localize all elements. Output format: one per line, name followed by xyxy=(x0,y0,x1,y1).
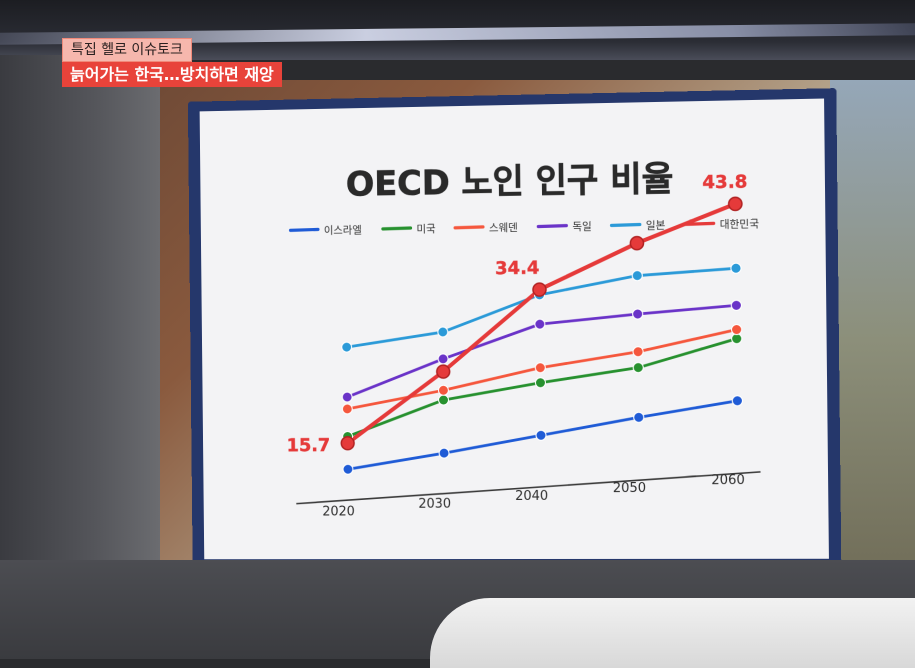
legend-label-israel: 이스라엘 xyxy=(324,223,362,237)
headline-caption: 늙어가는 한국…방치하면 재앙 xyxy=(62,62,282,87)
point-korea-2050 xyxy=(630,237,643,250)
x-tick-2060: 2060 xyxy=(711,473,745,488)
chart-legend: 이스라엘 미국 스웨덴 독일 일본 대한민국 xyxy=(290,217,760,237)
point-israel-2040 xyxy=(534,429,546,441)
data-label-korea-2060: 43.8 xyxy=(702,171,747,193)
point-japan-2030 xyxy=(438,327,448,337)
legend-swatch-usa xyxy=(383,228,411,229)
legend-label-usa: 미국 xyxy=(416,223,436,235)
point-japan-2060 xyxy=(731,263,741,273)
point-sweden-2060 xyxy=(731,324,741,334)
chart-board-screen: OECD 노인 인구 비율 이스라엘 미국 스웨덴 독일 일본 대한민국 2020 2030… xyxy=(199,98,829,560)
anchor-desk xyxy=(430,598,915,668)
data-labels: 15.7 34.4 43.8 xyxy=(286,171,747,457)
point-korea-2030 xyxy=(437,365,450,378)
x-tick-2040: 2040 xyxy=(515,489,548,504)
point-germany-2030 xyxy=(438,354,448,364)
legend-label-germany: 독일 xyxy=(572,220,592,233)
point-korea-2040 xyxy=(531,282,546,297)
chart-title: OECD 노인 인구 비율 xyxy=(346,159,674,204)
x-tick-2050: 2050 xyxy=(613,481,646,496)
point-israel-2060 xyxy=(732,396,742,406)
series-lines xyxy=(345,204,738,469)
line-chart: OECD 노인 인구 비율 이스라엘 미국 스웨덴 독일 일본 대한민국 2020 2030… xyxy=(200,158,829,520)
legend-swatch-germany xyxy=(538,226,566,227)
x-tick-2030: 2030 xyxy=(418,497,451,512)
x-tick-labels: 2020 2030 2040 2050 2060 xyxy=(322,473,745,520)
point-sweden-2030 xyxy=(438,385,448,395)
point-israel-2020 xyxy=(343,464,353,474)
point-japan-2050 xyxy=(632,270,642,280)
legend-swatch-japan xyxy=(612,225,640,226)
point-israel-2030 xyxy=(439,448,449,458)
data-label-korea-2040: 34.4 xyxy=(495,257,540,279)
legend-label-korea: 대한민국 xyxy=(720,218,760,231)
point-sweden-2040 xyxy=(534,361,545,373)
legend-label-sweden: 스웨덴 xyxy=(489,222,518,235)
point-usa-2060 xyxy=(732,334,742,344)
legend-label-japan: 일본 xyxy=(646,218,666,231)
point-usa-2020 xyxy=(343,432,353,442)
point-korea-2060 xyxy=(729,197,742,210)
point-usa-2030 xyxy=(439,395,449,405)
point-germany-2050 xyxy=(633,309,643,319)
chart-board: OECD 노인 인구 비율 이스라엘 미국 스웨덴 독일 일본 대한민국 2020 2030… xyxy=(187,88,842,578)
data-label-korea-2020: 15.7 xyxy=(287,435,331,456)
point-korea-2020 xyxy=(341,437,354,450)
point-usa-2050 xyxy=(633,363,643,373)
point-israel-2050 xyxy=(634,412,644,422)
point-germany-2060 xyxy=(731,300,741,310)
point-sweden-2020 xyxy=(342,404,352,414)
program-caption: 특집 헬로 이슈토크 xyxy=(62,38,192,62)
studio-left-wall xyxy=(0,55,160,659)
point-usa-2040 xyxy=(534,376,546,388)
legend-swatch-israel xyxy=(291,229,318,230)
x-tick-2020: 2020 xyxy=(322,504,355,519)
background-photo-right xyxy=(830,80,915,600)
series-line-japan xyxy=(346,268,737,347)
legend-swatch-sweden xyxy=(455,227,483,228)
point-germany-2040 xyxy=(533,318,545,330)
series-points xyxy=(339,197,745,474)
point-germany-2020 xyxy=(342,392,352,402)
point-japan-2020 xyxy=(342,342,352,352)
point-sweden-2050 xyxy=(633,347,643,357)
